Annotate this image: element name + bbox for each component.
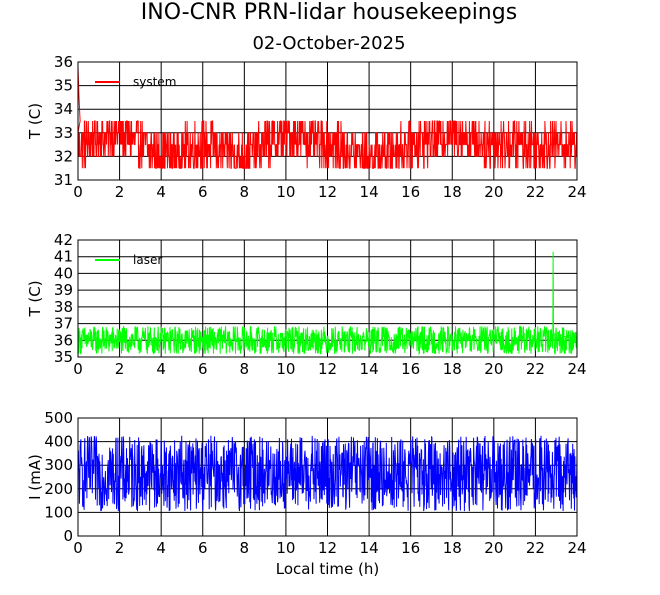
x-tick-label: 16 (401, 183, 420, 201)
series-line-system (77, 66, 578, 169)
plot-frame (77, 417, 578, 537)
x-tick-label: 10 (276, 183, 295, 201)
x-tick-label: 12 (318, 183, 337, 201)
x-tick-label: 2 (115, 360, 125, 378)
x-tick-label: 22 (526, 539, 545, 557)
legend-label: system (133, 75, 176, 89)
x-tick-label: 0 (73, 360, 83, 378)
x-tick-label: 20 (484, 360, 503, 378)
x-tick-label: 2 (115, 183, 125, 201)
x-tick-label: 0 (73, 539, 83, 557)
x-tick-label: 4 (156, 183, 166, 201)
figure-subtitle: 02-October-2025 (252, 33, 405, 54)
series-line-current (77, 435, 578, 512)
x-tick-label: 6 (198, 360, 208, 378)
x-tick-label: 22 (526, 183, 545, 201)
x-tick-label: 16 (401, 360, 420, 378)
y-tick-label: 300 (44, 456, 73, 474)
x-tick-label: 6 (198, 539, 208, 557)
x-tick-label: 20 (484, 539, 503, 557)
x-tick-label: 24 (567, 183, 586, 201)
y-tick-label: 35 (54, 348, 73, 366)
y-tick-label: 100 (44, 503, 73, 521)
y-tick-label: 500 (44, 409, 73, 427)
x-tick-label: 14 (360, 360, 379, 378)
x-tick-label: 4 (156, 360, 166, 378)
x-tick-label: 18 (443, 360, 462, 378)
x-tick-label: 14 (360, 539, 379, 557)
y-tick-label: 37 (54, 315, 73, 333)
y-tick-label: 0 (63, 527, 73, 545)
x-tick-label: 10 (276, 539, 295, 557)
x-tick-label: 22 (526, 360, 545, 378)
y-tick-label: 32 (54, 147, 73, 165)
x-tick-label: 18 (443, 183, 462, 201)
y-axis-label: I (mA) (26, 454, 44, 500)
y-tick-label: 34 (54, 100, 73, 118)
series-line-laser (77, 251, 578, 356)
x-tick-label: 24 (567, 360, 586, 378)
x-tick-label: 12 (318, 360, 337, 378)
y-tick-label: 400 (44, 433, 73, 451)
x-tick-label: 12 (318, 539, 337, 557)
x-tick-label: 8 (240, 539, 250, 557)
figure-title: INO-CNR PRN-lidar housekeepings (141, 0, 517, 25)
x-tick-label: 6 (198, 183, 208, 201)
y-tick-label: 41 (54, 248, 73, 266)
y-axis-label: T (C) (26, 280, 44, 317)
x-tick-label: 2 (115, 539, 125, 557)
y-tick-label: 40 (54, 264, 73, 282)
legend-label: laser (133, 253, 162, 267)
y-tick-label: 36 (54, 53, 73, 71)
x-tick-label: 10 (276, 360, 295, 378)
y-tick-label: 33 (54, 124, 73, 142)
x-axis-label: Local time (h) (276, 560, 380, 578)
y-axis-label: T (C) (26, 103, 44, 140)
y-tick-label: 31 (54, 171, 73, 189)
y-tick-label: 36 (54, 331, 73, 349)
x-tick-label: 8 (240, 360, 250, 378)
x-tick-label: 8 (240, 183, 250, 201)
x-tick-label: 24 (567, 539, 586, 557)
x-tick-label: 0 (73, 183, 83, 201)
x-tick-label: 20 (484, 183, 503, 201)
y-tick-label: 39 (54, 281, 73, 299)
x-tick-label: 14 (360, 183, 379, 201)
y-tick-label: 42 (54, 231, 73, 249)
x-tick-label: 18 (443, 539, 462, 557)
x-tick-label: 16 (401, 539, 420, 557)
plot-frame (77, 239, 578, 358)
y-tick-label: 200 (44, 480, 73, 498)
y-tick-label: 38 (54, 298, 73, 316)
x-tick-label: 4 (156, 539, 166, 557)
y-tick-label: 35 (54, 77, 73, 95)
plot-frame (77, 61, 578, 181)
